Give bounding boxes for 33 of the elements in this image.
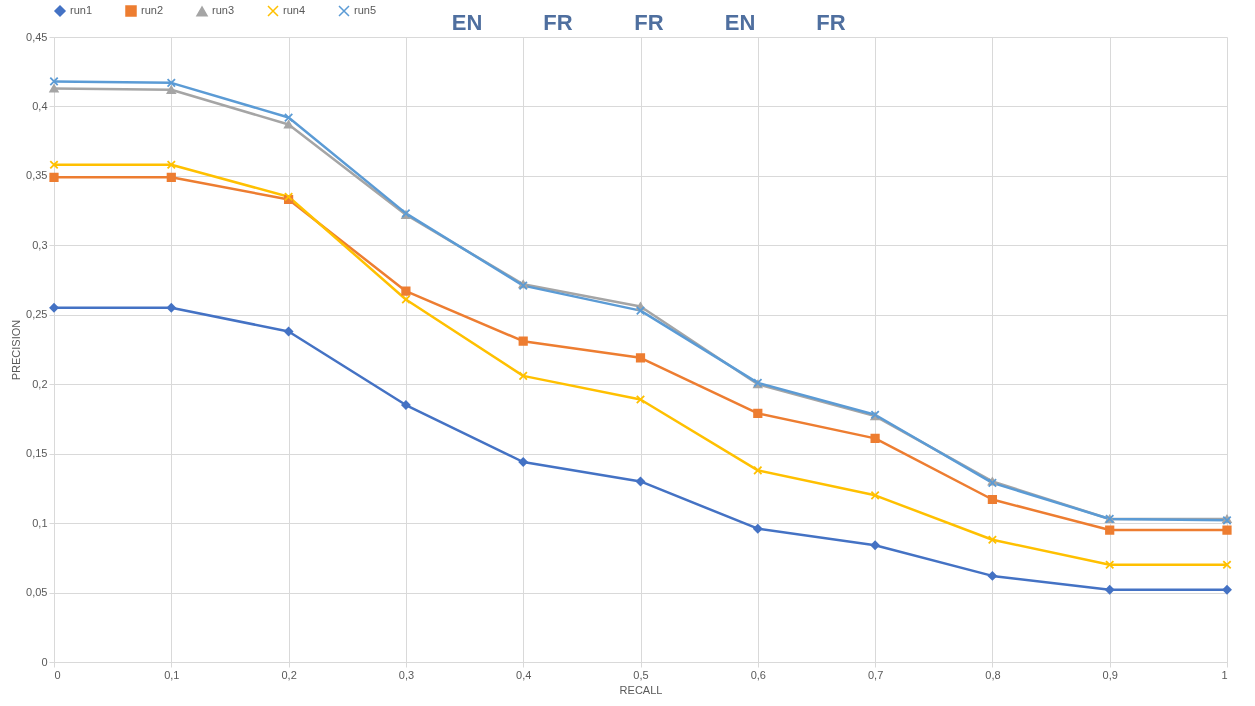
x-tick-label: 0,9 [1102,668,1118,681]
y-tick-label: 0,1 [32,516,48,529]
y-tick-label: 0,05 [26,586,48,599]
text: FR [543,10,573,35]
legend-label: run5 [354,4,377,16]
y-tick-label: 0,15 [26,447,48,460]
y-tick-label: 0 [41,655,48,668]
x-tick-label: 0,3 [398,668,415,681]
y-axis-title: PRECISION [10,319,23,381]
y-tick-label: 0,3 [32,238,48,251]
x-tick-label: 0,1 [164,668,180,681]
text: EN [724,10,756,35]
text: FR [634,10,664,35]
legend-label: run3 [212,4,235,17]
legend-label: run4 [283,4,306,16]
y-tick-label: 0,45 [26,30,48,43]
x-tick-label: 0,4 [516,668,532,681]
y-tick-label: 0,4 [32,99,48,112]
text: EN [451,10,483,35]
legend-label: run1 [70,4,93,16]
x-tick-label: 0,6 [750,668,766,681]
legend-label: run2 [141,4,164,16]
x-tick-label: 1 [1221,668,1228,681]
x-tick-label: 0,8 [985,668,1001,681]
y-tick-label: 0,25 [26,308,48,321]
text: FR [816,10,846,35]
x-tick-label: 0,5 [633,668,649,681]
y-tick-label: 0,2 [32,377,48,390]
x-axis-title: RECALL [619,683,663,696]
x-tick-label: 0,7 [867,668,884,681]
y-tick-label: 0,35 [26,169,48,182]
x-tick-label: 0 [54,668,61,681]
x-tick-label: 0,2 [281,668,297,681]
